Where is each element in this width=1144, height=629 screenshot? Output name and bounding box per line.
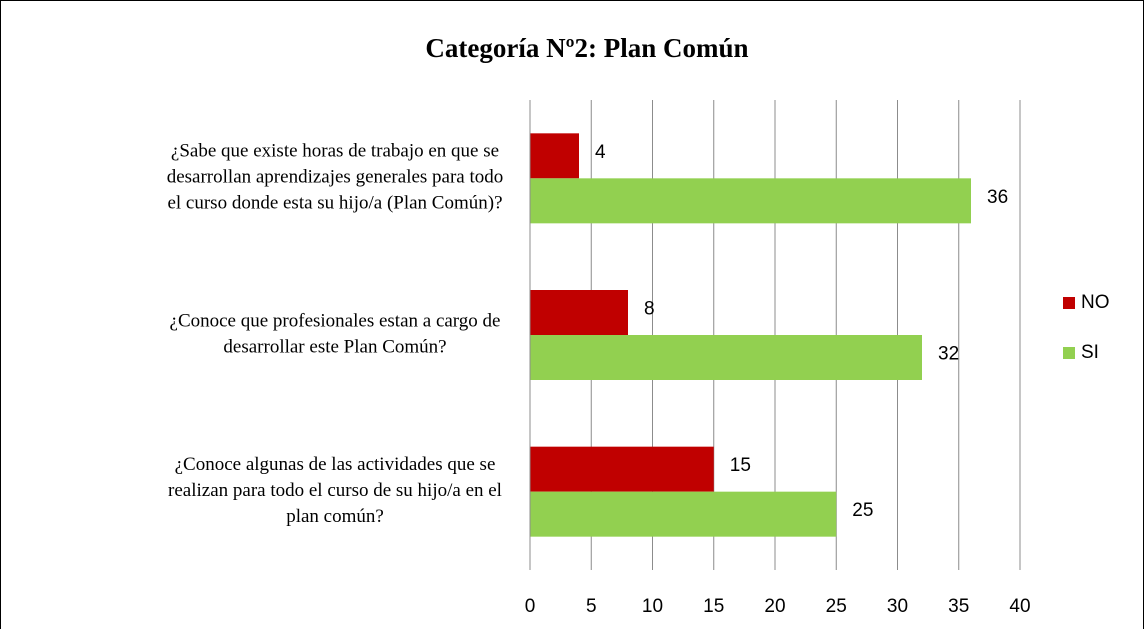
- value-label: 4: [595, 142, 606, 163]
- legend-swatch: [1063, 347, 1075, 359]
- bar: [530, 335, 922, 380]
- value-label: 25: [852, 500, 873, 521]
- value-label: 32: [938, 344, 959, 365]
- x-tick-label: 25: [826, 596, 847, 617]
- y-tick-label: el curso donde esta su hijo/a (Plan Comú…: [167, 193, 502, 214]
- value-label: 8: [644, 299, 655, 320]
- bar: [530, 446, 714, 492]
- y-tick-label: realizan para todo el curso de su hijo/a…: [168, 480, 502, 501]
- legend-label: SI: [1081, 342, 1099, 363]
- bar: [530, 133, 579, 179]
- value-label: 15: [730, 455, 751, 476]
- legend-label: NO: [1081, 292, 1110, 313]
- bar: [530, 178, 971, 224]
- x-tick-label: 40: [1009, 596, 1030, 617]
- legend-swatch: [1063, 297, 1075, 309]
- chart-title: Categoría Nº2: Plan Común: [425, 33, 748, 63]
- y-tick-label: ¿Sabe que existe horas de trabajo en que…: [171, 141, 499, 162]
- value-label: 36: [987, 187, 1008, 208]
- y-tick-label: desarrollar este Plan Común?: [223, 336, 446, 357]
- x-tick-label: 35: [948, 596, 969, 617]
- x-tick-label: 0: [525, 596, 536, 617]
- x-tick-label: 30: [887, 596, 908, 617]
- x-tick-label: 20: [764, 596, 785, 617]
- y-tick-label: ¿Conoce algunas de las actividades que s…: [175, 454, 496, 475]
- bar: [530, 290, 628, 335]
- y-tick-label: ¿Conoce que profesionales estan a cargo …: [170, 310, 501, 331]
- bar: [530, 491, 837, 537]
- y-tick-label: plan común?: [286, 506, 384, 527]
- x-tick-label: 10: [642, 596, 663, 617]
- x-tick-label: 5: [586, 596, 597, 617]
- y-tick-label: desarrollan aprendizajes generales para …: [167, 167, 504, 188]
- x-tick-label: 15: [703, 596, 724, 617]
